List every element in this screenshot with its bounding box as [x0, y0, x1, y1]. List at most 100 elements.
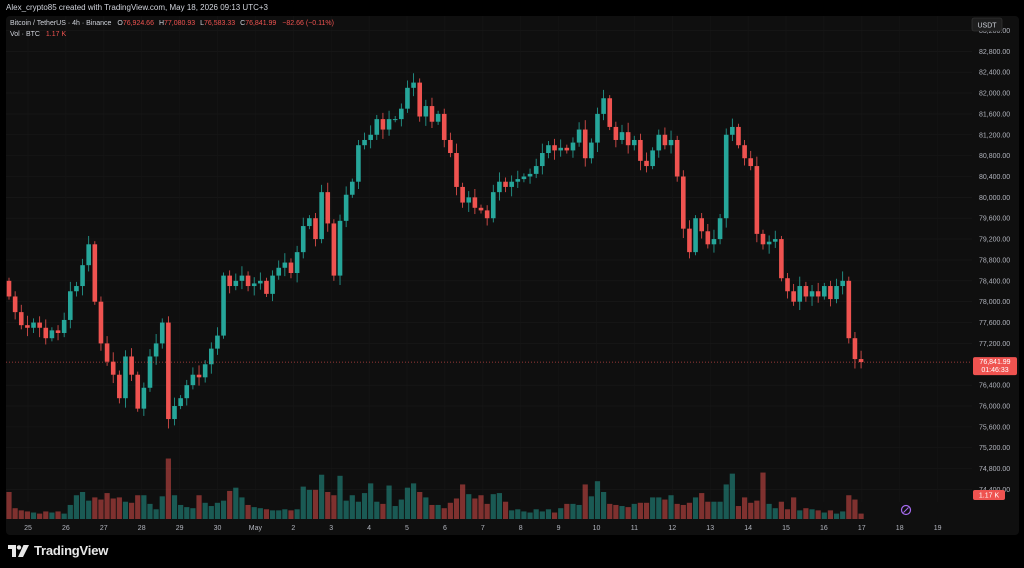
- candle-body: [607, 98, 613, 127]
- volume-bar: [263, 509, 270, 519]
- volume-bar: [227, 490, 233, 519]
- brand-name: TradingView: [34, 543, 109, 558]
- price-tick-label: 80,400.00: [979, 174, 1010, 181]
- volume-bar: [570, 503, 576, 519]
- price-tick-label: 82,000.00: [979, 91, 1010, 98]
- candle-body: [233, 280, 239, 287]
- candle-body: [589, 142, 594, 159]
- candle-body: [809, 291, 815, 297]
- currency-button[interactable]: USDT: [971, 17, 1003, 32]
- close-value: 76,841.99: [245, 20, 276, 27]
- volume-bar: [12, 508, 18, 519]
- time-tick-label: May: [249, 525, 263, 532]
- candle-body: [276, 267, 282, 276]
- time-tick-label: 13: [706, 525, 714, 532]
- volume-bar: [539, 511, 545, 519]
- price-tick-label: 81,600.00: [979, 111, 1010, 118]
- price-tick-label: 80,000.00: [979, 195, 1010, 202]
- volume-bar: [282, 509, 288, 519]
- candle-body: [368, 134, 373, 140]
- tradingview-brand[interactable]: TradingView: [8, 543, 108, 558]
- price-tick-label: 79,200.00: [979, 237, 1010, 244]
- price-tick-label: 77,600.00: [979, 320, 1010, 327]
- volume-bar: [98, 499, 104, 519]
- volume-bar: [686, 502, 693, 519]
- volume-bar: [668, 495, 674, 519]
- volume-bar: [404, 487, 411, 519]
- candle-body: [693, 218, 698, 253]
- price-tick-label: 75,600.00: [979, 424, 1010, 431]
- candle-body: [166, 322, 171, 420]
- candle-body: [25, 325, 30, 328]
- open-value: 76,924.66: [123, 20, 154, 27]
- candle-body: [687, 228, 692, 253]
- price-tick-label: 78,000.00: [979, 299, 1010, 306]
- volume-bar: [294, 509, 300, 519]
- volume-bar: [527, 512, 533, 519]
- candle-body: [674, 139, 680, 177]
- time-tick-label: 14: [744, 525, 752, 532]
- price-tick-label: 80,800.00: [979, 153, 1010, 160]
- candle-body: [31, 322, 36, 328]
- tradingview-logo-icon: [8, 544, 29, 557]
- time-tick-label: 8: [519, 525, 523, 532]
- candle-body: [270, 275, 275, 294]
- candle-body: [215, 335, 220, 349]
- candle-body: [650, 150, 655, 167]
- chart-panel[interactable]: 83,200.00 82,800.00 82,400.00 82,000.00 81,6…: [6, 16, 1019, 535]
- countdown-value: 01:46:33: [981, 367, 1008, 374]
- volume-bar: [361, 493, 368, 519]
- volume-bar: [251, 507, 257, 519]
- candle-body: [423, 106, 429, 117]
- candle-body: [49, 330, 55, 339]
- candle-body: [711, 239, 717, 245]
- candle-body: [153, 343, 159, 357]
- volume-bar: [466, 494, 472, 519]
- candle-body: [644, 160, 649, 167]
- candle-body: [417, 82, 423, 117]
- volume-bar: [300, 486, 306, 519]
- candle-body: [307, 218, 312, 227]
- volume-bar: [18, 510, 24, 519]
- candle-body: [834, 286, 839, 300]
- volume-bar: [619, 506, 625, 519]
- volume-bar: [729, 473, 735, 519]
- volume-bar: [30, 512, 37, 519]
- candle-body: [37, 322, 42, 328]
- volume-bar: [797, 510, 803, 519]
- time-tick-label: 15: [782, 525, 790, 532]
- volume-bar: [484, 503, 490, 519]
- volume-bar: [257, 508, 263, 519]
- price-axis: 83,200.00 82,800.00 82,400.00 82,000.00 81,6…: [979, 28, 1010, 494]
- time-tick-label: 4: [367, 525, 371, 532]
- candle-body: [110, 361, 116, 375]
- volume-bar: [178, 504, 184, 519]
- volume-bar: [202, 502, 208, 519]
- time-tick-label: 17: [858, 525, 866, 532]
- volume-bars: [6, 458, 864, 519]
- volume-bar: [460, 484, 466, 519]
- volume-bar: [269, 510, 276, 519]
- replay-marker-icon[interactable]: [900, 504, 912, 516]
- volume-bar: [110, 498, 116, 519]
- volume-bar: [355, 501, 362, 519]
- candle-body: [141, 387, 147, 409]
- volume-bar: [551, 512, 558, 519]
- last-price-tag: 76,841.99 01:46:33: [973, 357, 1017, 376]
- volume-bar: [288, 510, 294, 519]
- volume-bar: [637, 502, 643, 519]
- volume-bar: [447, 502, 453, 519]
- candle-body: [460, 186, 465, 203]
- volume-bar: [766, 503, 772, 519]
- volume-bar: [116, 497, 122, 519]
- volume-bar: [147, 503, 153, 519]
- high-label: H: [159, 20, 164, 27]
- candlestick-chart[interactable]: 83,200.00 82,800.00 82,400.00 82,000.00 81,6…: [6, 16, 1019, 535]
- volume-bar: [184, 507, 190, 519]
- volume-bar: [760, 472, 766, 519]
- candle-body: [282, 262, 288, 268]
- volume-bar: [588, 496, 594, 519]
- candle-body: [331, 223, 337, 276]
- volume-bar: [43, 511, 49, 519]
- volume-bar: [6, 492, 12, 519]
